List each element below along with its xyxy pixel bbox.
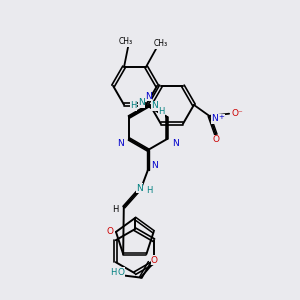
Text: O⁻: O⁻ [231, 109, 243, 118]
Text: H: H [158, 107, 165, 116]
Text: O: O [212, 135, 219, 144]
Text: N: N [138, 98, 145, 107]
Text: N: N [145, 92, 152, 100]
Text: +: + [218, 114, 224, 120]
Text: N: N [136, 184, 143, 193]
Text: N: N [172, 140, 179, 148]
Text: N: N [117, 140, 124, 148]
Text: H: H [130, 101, 136, 110]
Text: CH₃: CH₃ [154, 40, 168, 49]
Text: H: H [110, 268, 116, 277]
Text: N: N [151, 101, 158, 110]
Text: CH₃: CH₃ [118, 37, 133, 46]
Text: N: N [211, 114, 218, 123]
Text: O: O [151, 256, 158, 265]
Text: N: N [152, 161, 158, 170]
Text: O: O [118, 268, 124, 277]
Text: O: O [106, 227, 113, 236]
Text: H: H [112, 205, 119, 214]
Text: H: H [146, 186, 153, 195]
